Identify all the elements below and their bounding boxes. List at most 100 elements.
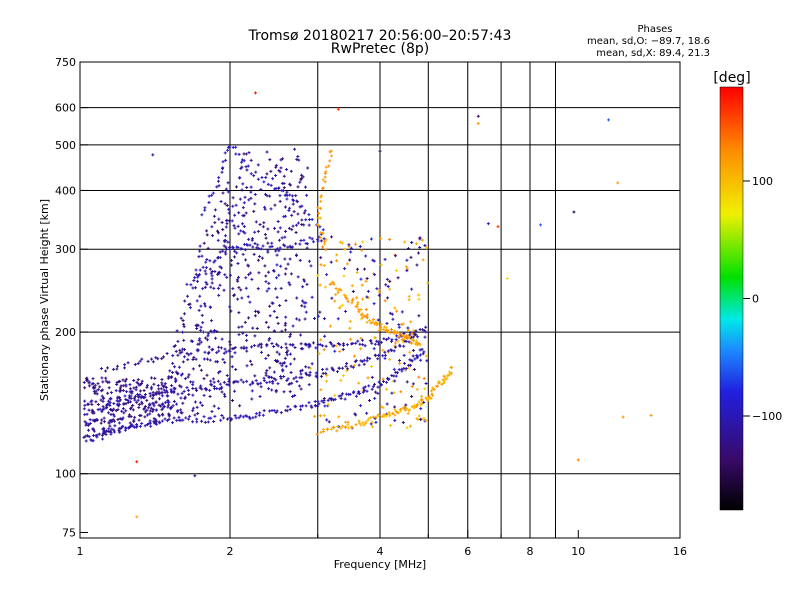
trace-point xyxy=(339,288,343,292)
trace-point xyxy=(363,344,367,348)
cloud-point xyxy=(366,289,370,293)
cloud-point xyxy=(360,283,364,287)
isolated-point xyxy=(576,458,580,462)
trace-point xyxy=(99,366,103,370)
cloud-point xyxy=(212,404,216,408)
trace-point xyxy=(248,243,252,247)
cloud-point xyxy=(146,406,150,410)
trace-point xyxy=(324,170,328,174)
cloud-point xyxy=(318,283,322,287)
isolated-point xyxy=(486,222,490,226)
cloud-point xyxy=(191,286,195,290)
cloud-point xyxy=(281,157,285,161)
trace-point xyxy=(115,367,119,371)
cloud-point xyxy=(359,347,363,351)
cloud-point xyxy=(113,419,117,423)
cloud-point xyxy=(266,353,270,357)
trace-point xyxy=(123,363,127,367)
trace-point xyxy=(407,335,411,339)
cloud-point xyxy=(267,375,271,379)
cloud-point xyxy=(388,311,392,315)
trace-point xyxy=(262,180,266,184)
cloud-point xyxy=(127,413,131,417)
trace-point xyxy=(291,199,295,203)
cloud-point xyxy=(99,421,103,425)
cloud-point xyxy=(101,399,105,403)
cloud-point xyxy=(319,338,323,342)
isolated-point xyxy=(135,515,139,519)
trace-point xyxy=(136,362,140,366)
cloud-point xyxy=(185,351,189,355)
trace-point xyxy=(410,359,414,363)
cloud-point xyxy=(334,293,338,297)
trace-point xyxy=(397,334,401,338)
trace-point xyxy=(100,433,104,437)
cloud-point xyxy=(199,368,203,372)
cloud-point xyxy=(271,269,275,273)
cloud-point xyxy=(359,277,363,281)
cloud-point xyxy=(218,283,222,287)
trace-point xyxy=(178,351,182,355)
trace-point xyxy=(426,397,430,401)
cloud-point xyxy=(88,418,92,422)
cloud-point xyxy=(307,223,311,227)
cloud-point xyxy=(263,192,267,196)
trace-point xyxy=(241,380,245,384)
cloud-point xyxy=(283,323,287,327)
cloud-point xyxy=(300,304,304,308)
cloud-point xyxy=(93,383,97,387)
cloud-point xyxy=(258,395,262,399)
cloud-point xyxy=(215,229,219,233)
trace-point xyxy=(118,430,122,434)
cloud-point xyxy=(259,187,263,191)
cloud-point xyxy=(306,166,310,170)
cloud-point xyxy=(130,390,134,394)
trace-point xyxy=(319,374,323,378)
trace-point xyxy=(381,354,385,358)
cloud-point xyxy=(327,420,331,424)
cloud-point xyxy=(333,393,337,397)
cloud-point xyxy=(385,277,389,281)
cloud-point xyxy=(151,409,155,413)
cloud-point xyxy=(260,256,264,260)
cloud-point xyxy=(256,287,260,291)
cloud-point xyxy=(108,418,112,422)
cloud-point xyxy=(394,254,398,258)
cloud-point xyxy=(259,350,263,354)
trace-point xyxy=(352,390,356,394)
trace-point xyxy=(345,297,349,301)
trace-point xyxy=(261,413,265,417)
colorbar-tick-label: 100 xyxy=(752,175,773,188)
cloud-point xyxy=(325,273,329,277)
trace-point xyxy=(219,346,223,350)
cloud-point xyxy=(426,281,430,285)
cloud-point xyxy=(417,297,421,301)
trace-point xyxy=(262,409,266,413)
trace-point xyxy=(210,193,214,197)
cloud-point xyxy=(86,434,90,438)
cloud-point xyxy=(177,365,181,369)
trace-point xyxy=(200,419,204,423)
trace-point xyxy=(203,387,207,391)
trace-point xyxy=(392,349,396,353)
trace-point xyxy=(240,158,244,162)
cloud-point xyxy=(180,350,184,354)
cloud-point xyxy=(319,256,323,260)
cloud-point xyxy=(203,269,207,273)
cloud-point xyxy=(136,378,140,382)
cloud-point xyxy=(210,225,214,229)
cloud-point xyxy=(216,379,220,383)
cloud-point xyxy=(370,375,374,379)
cloud-point xyxy=(262,221,266,225)
cloud-point xyxy=(131,408,135,412)
cloud-point xyxy=(168,369,172,373)
trace-point xyxy=(143,424,147,428)
trace-point xyxy=(157,420,161,424)
cloud-point xyxy=(220,220,224,224)
cloud-point xyxy=(142,389,146,393)
trace-point xyxy=(291,245,295,249)
cloud-point xyxy=(269,207,273,211)
trace-point xyxy=(268,380,272,384)
isolated-point xyxy=(649,413,653,417)
cloud-point xyxy=(270,241,274,245)
